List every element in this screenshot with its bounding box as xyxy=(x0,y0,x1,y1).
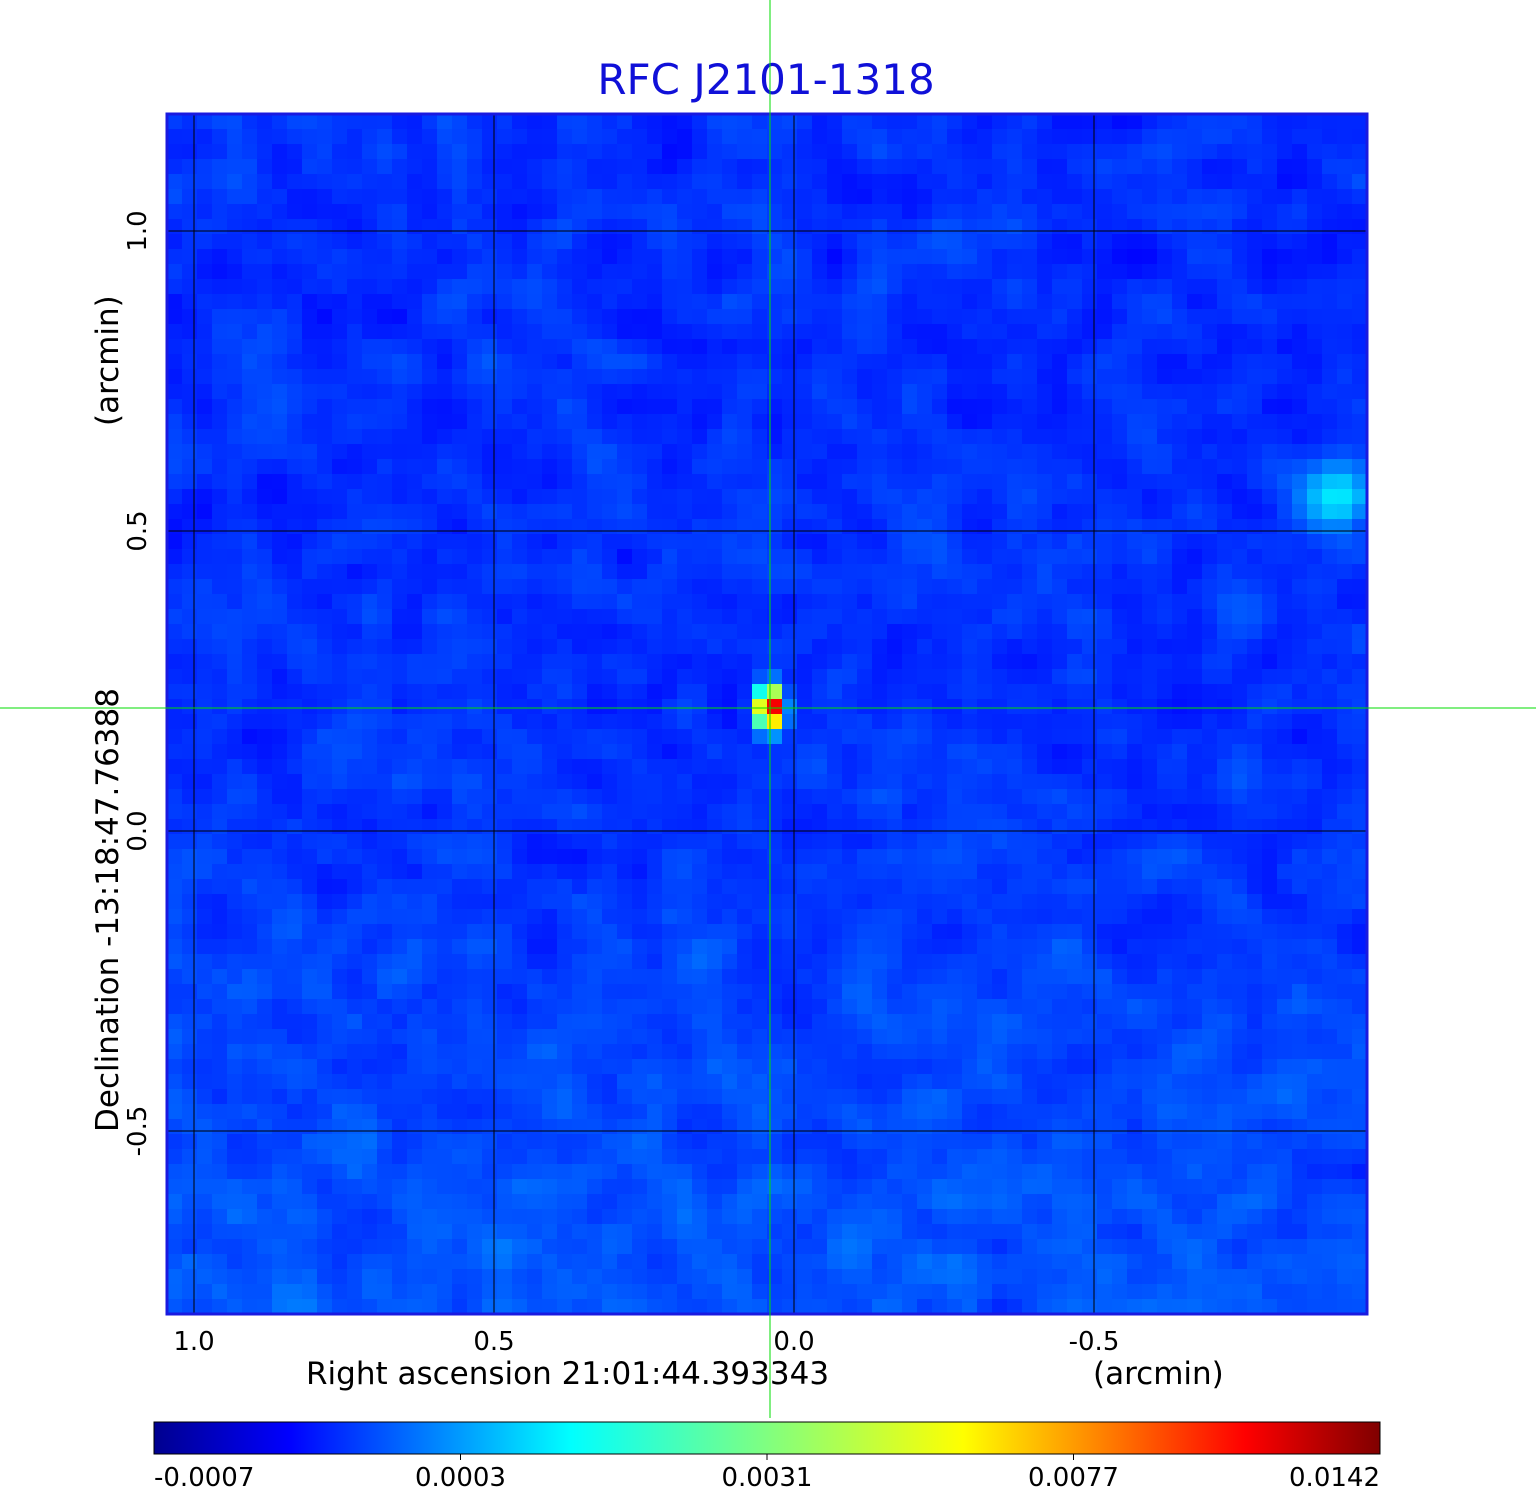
x-axis-label: Right ascension 21:01:44.393343 xyxy=(306,1356,829,1392)
x-tick-label: 0.5 xyxy=(473,1327,514,1357)
y-axis-unit: (arcmin) xyxy=(90,295,126,426)
y-tick-label: 0.0 xyxy=(123,810,153,851)
heatmap-cells xyxy=(167,114,1367,1314)
colorbar-ticks: -0.0007 0.0003 0.0031 0.0077 0.0142 xyxy=(154,1454,1380,1493)
y-axis-label: Declination -13:18:47.76388 xyxy=(90,688,126,1132)
colorbar-tick-label: 0.0142 xyxy=(1289,1463,1380,1493)
crosshair xyxy=(0,0,1536,1418)
chart-title: RFC J2101-1318 xyxy=(597,55,934,104)
colorbar-tick-label: 0.0077 xyxy=(1028,1463,1119,1493)
colorbar-tick-label: 0.0031 xyxy=(722,1463,813,1493)
x-axis-unit: (arcmin) xyxy=(1093,1356,1224,1392)
y-tick-label: 1.0 xyxy=(123,210,153,251)
plot-frame xyxy=(165,112,1369,1316)
y-tick-labels: 1.0 0.5 0.0 -0.5 xyxy=(123,210,153,1156)
x-tick-label: 1.0 xyxy=(173,1327,214,1357)
colorbar xyxy=(153,1421,1381,1455)
x-tick-labels: 1.0 0.5 0.0 -0.5 xyxy=(173,1327,1119,1357)
y-tick-label: 0.5 xyxy=(123,510,153,551)
x-tick-label: -0.5 xyxy=(1069,1327,1120,1357)
x-tick-label: 0.0 xyxy=(773,1327,814,1357)
heatmap-image xyxy=(167,114,1367,1314)
grid-lines xyxy=(167,114,1367,1314)
y-tick-label: -0.5 xyxy=(123,1106,153,1157)
colorbar-tick-label: -0.0007 xyxy=(154,1463,254,1493)
colorbar-tick-label: 0.0003 xyxy=(415,1463,506,1493)
